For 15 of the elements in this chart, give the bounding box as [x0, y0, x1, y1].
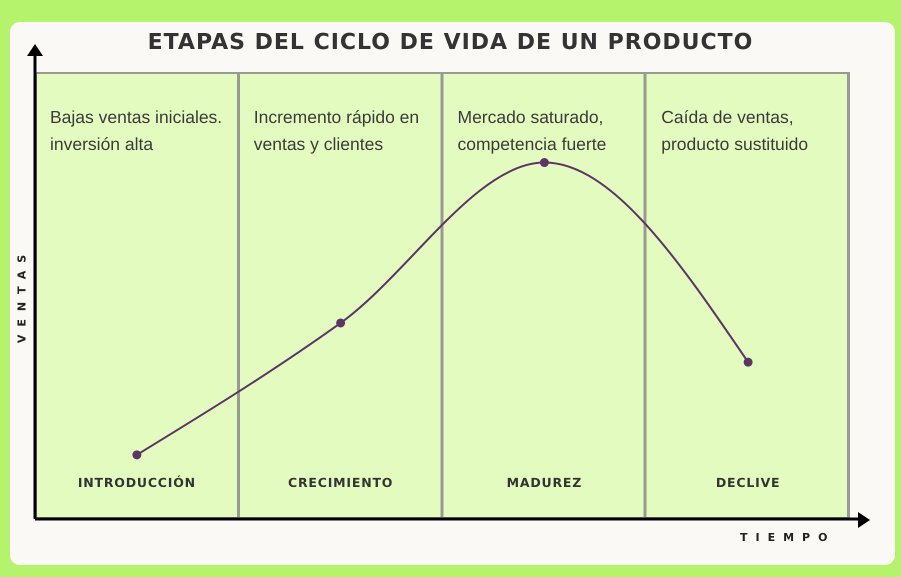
text: Mercado saturado, competencia fuerte	[458, 106, 608, 156]
x-tick-label: CRECIMIENTO	[288, 475, 394, 490]
point	[744, 358, 753, 367]
point	[540, 158, 549, 168]
text: Bajas ventas iniciales. inversión alta	[50, 106, 224, 156]
text: Incremento rápido en ventas y clientes	[254, 106, 420, 156]
x-tick-label: MADUREZ	[506, 475, 582, 490]
x-tick-label: INTRODUCCIÓN	[78, 475, 196, 490]
x-tick-label: DECLIVE	[716, 475, 780, 490]
point	[336, 318, 346, 328]
text: Caída de ventas, producto sustituido	[661, 106, 810, 156]
x-axis-title: TIEMPO	[740, 531, 836, 544]
y-axis-title: VENTAS	[16, 246, 28, 344]
chart-title: ETAPAS DEL CICLO DE VIDA DE UN PRODUCTO	[146, 30, 754, 55]
point	[132, 450, 142, 460]
